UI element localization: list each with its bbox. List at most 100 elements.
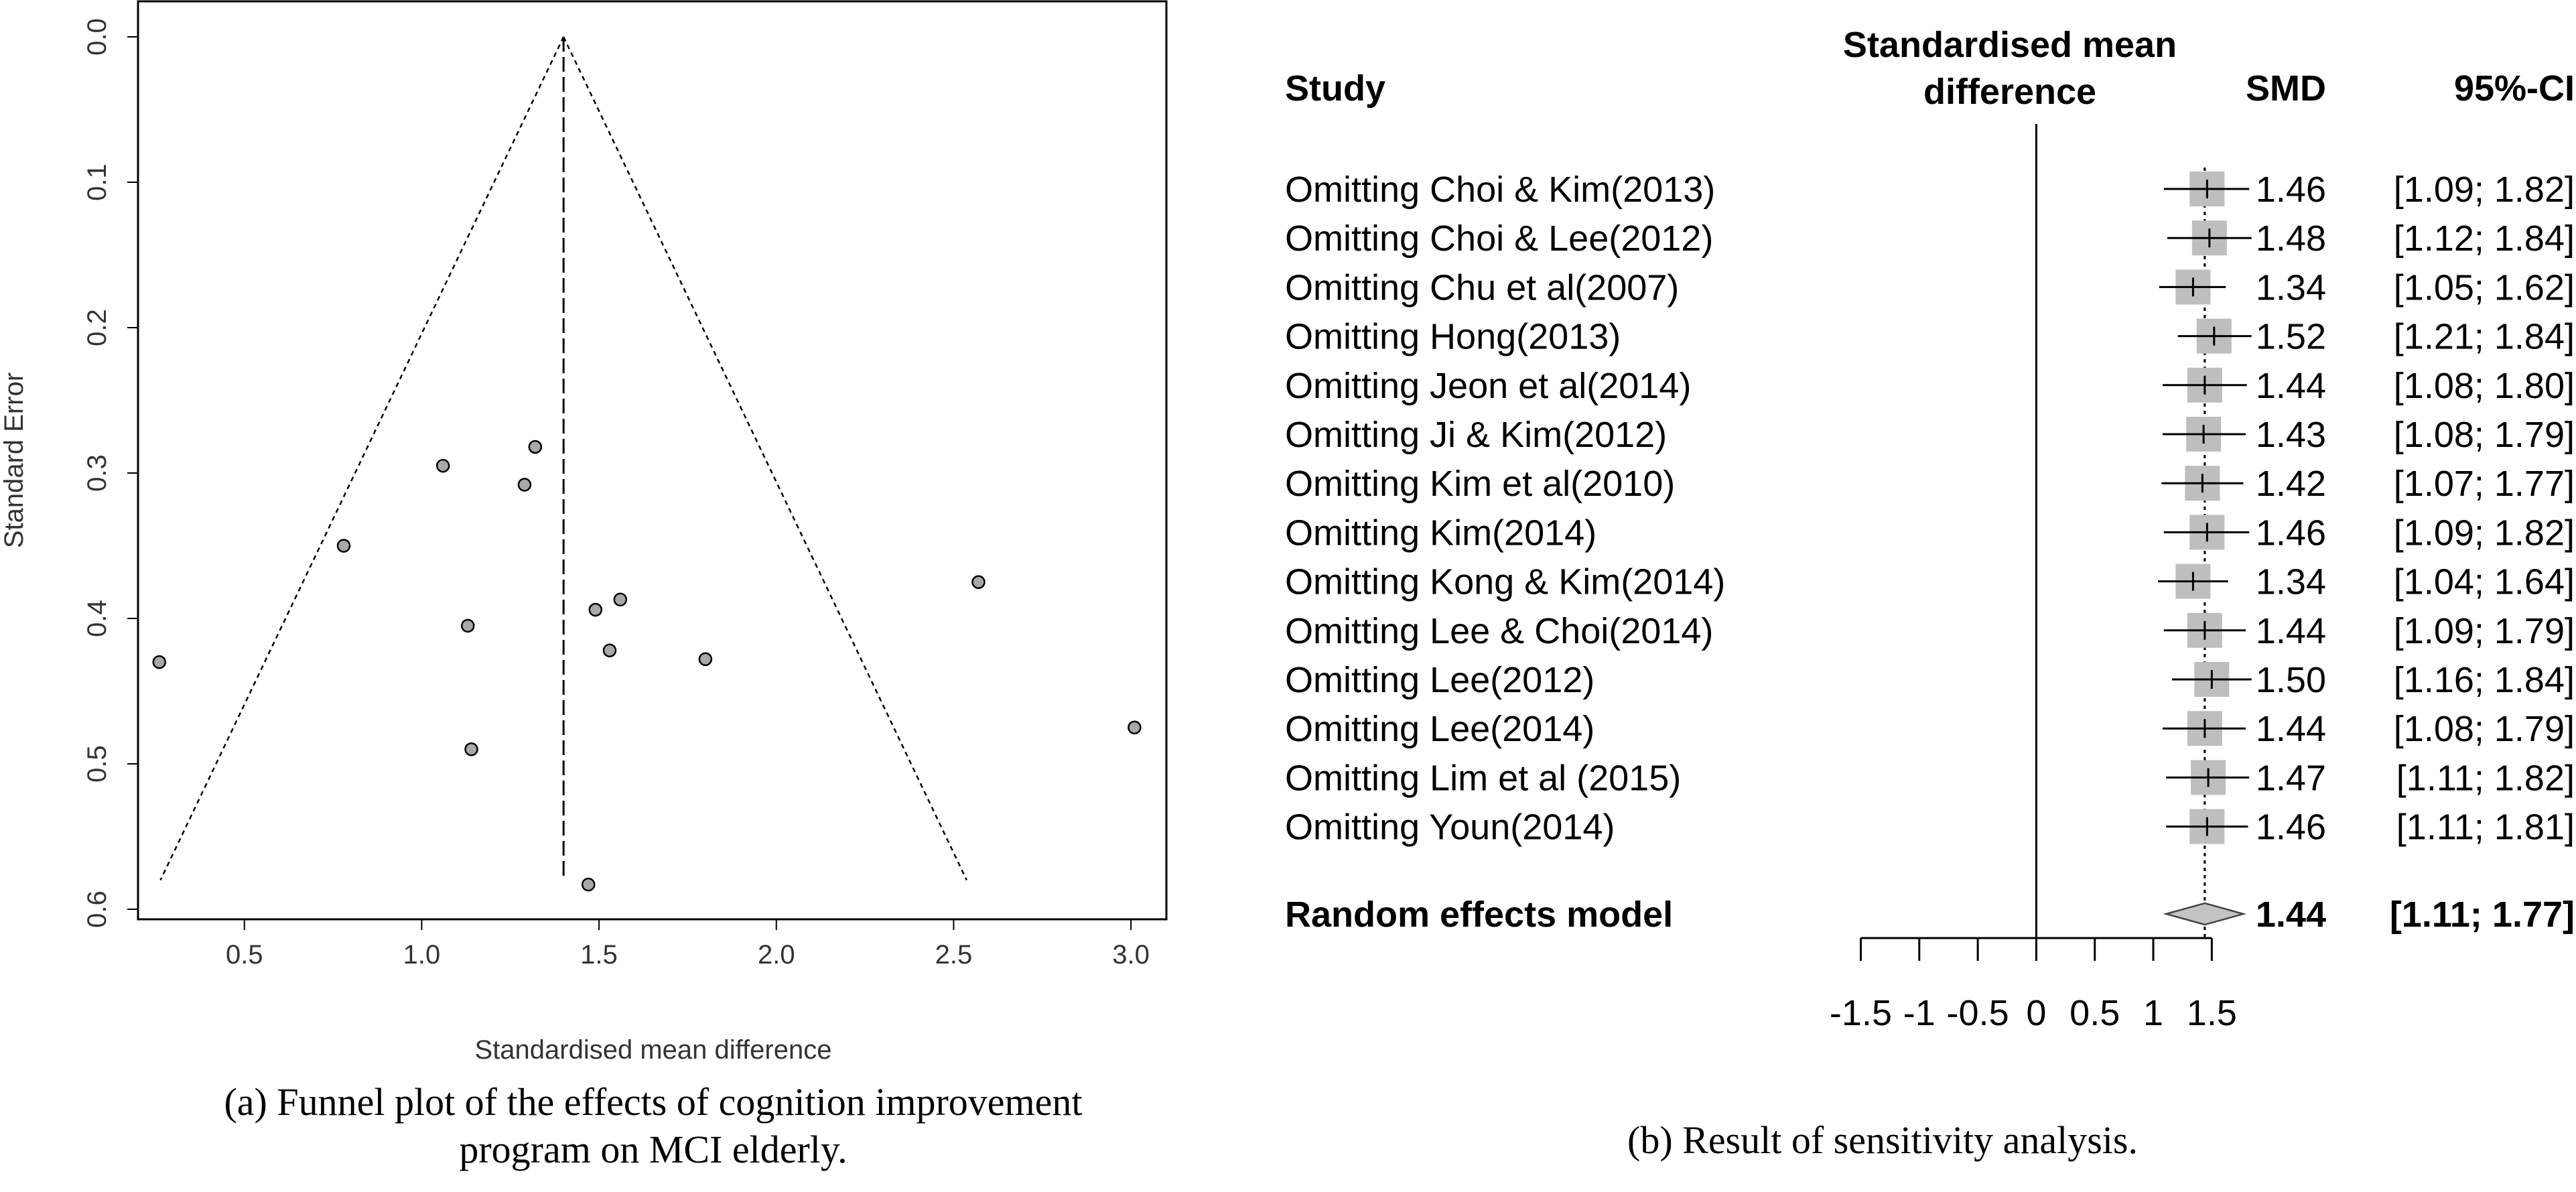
study-ci: [1.21; 1.84] <box>2394 317 2575 357</box>
funnel-point <box>581 877 596 892</box>
funnel-y-tick-label: 0.4 <box>82 600 112 637</box>
funnel-left-boundary <box>159 36 565 881</box>
study-smd: 1.44 <box>2256 709 2326 749</box>
study-label: Omitting Youn(2014) <box>1285 807 1615 848</box>
study-ci: [1.09; 1.82] <box>2394 170 2575 210</box>
funnel-y-tick-label: 0.3 <box>82 454 112 492</box>
funnel-point <box>698 652 713 667</box>
header-smd: SMD <box>2246 68 2326 109</box>
funnel-point <box>613 592 628 607</box>
funnel-point <box>435 458 450 473</box>
forest-x-tick-label: 1.5 <box>2187 993 2237 1033</box>
funnel-point <box>464 742 478 756</box>
caption-a: (a) Funnel plot of the effects of cognit… <box>0 1079 1306 1174</box>
study-smd: 1.46 <box>2256 807 2326 848</box>
forest-rows: Omitting Choi & Kim(2013) 1.46 [1.09; 1.82… <box>1285 170 2575 848</box>
study-ci: [1.09; 1.79] <box>2394 611 2575 651</box>
study-ci: [1.07; 1.77] <box>2394 464 2575 504</box>
funnel-y-tick-label: 0.6 <box>82 890 112 928</box>
study-label: Omitting Lee & Choi(2014) <box>1285 611 1713 651</box>
study-ci: [1.04; 1.64] <box>2394 562 2575 602</box>
funnel-lines <box>159 36 968 881</box>
funnel-y-tick-label: 0.2 <box>82 309 112 346</box>
study-smd: 1.34 <box>2256 267 2326 308</box>
study-ci: [1.12; 1.84] <box>2394 218 2575 259</box>
funnel-x-tick-label: 2.5 <box>935 940 973 970</box>
forest-x-tick-label: -1 <box>1903 993 1936 1033</box>
funnel-point <box>971 575 986 589</box>
funnel-plot: 0.5 1.0 1.5 2.0 2.5 3.00.00.10.20.30.40.50.6 … <box>0 0 1168 1065</box>
study-smd: 1.46 <box>2256 513 2326 553</box>
forest-x-tick-label: -1.5 <box>1830 993 1892 1033</box>
study-smd: 1.47 <box>2256 758 2326 798</box>
funnel-point <box>152 655 167 669</box>
study-ci: [1.11; 1.82] <box>2396 758 2575 798</box>
funnel-x-tick-label: 1.5 <box>580 940 618 970</box>
study-smd: 1.44 <box>2256 366 2326 406</box>
funnel-point <box>336 539 351 553</box>
funnel-xlabel: Standardised mean difference <box>475 1035 832 1065</box>
funnel-y-tick-label: 0.0 <box>82 18 112 56</box>
study-smd: 1.52 <box>2256 317 2326 357</box>
study-smd: 1.43 <box>2256 415 2326 455</box>
study-smd: 1.42 <box>2256 464 2326 504</box>
study-label: Omitting Chu et al(2007) <box>1285 267 1679 308</box>
study-smd: 1.50 <box>2256 660 2326 700</box>
study-label: Omitting Lee(2012) <box>1285 660 1595 700</box>
funnel-point <box>588 602 603 617</box>
forest-x-tick-label: 0 <box>2026 993 2046 1033</box>
study-smd: 1.46 <box>2256 170 2326 210</box>
study-ci: [1.08; 1.80] <box>2394 366 2575 406</box>
funnel-points <box>152 440 1142 892</box>
study-label: Omitting Kim et al(2010) <box>1285 464 1675 504</box>
funnel-point <box>1128 720 1142 734</box>
forest-plot: Study Standardised mean difference SMD 9… <box>1285 25 2575 1033</box>
funnel-y-tick-label: 0.1 <box>82 163 112 201</box>
study-label: Omitting Ji & Kim(2012) <box>1285 415 1667 455</box>
study-smd: 1.44 <box>2256 611 2326 651</box>
funnel-y-tick-label: 0.5 <box>82 745 112 783</box>
study-ci: [1.16; 1.84] <box>2394 660 2575 700</box>
study-smd: 1.48 <box>2256 218 2326 259</box>
funnel-ylabel: Standard Error <box>0 373 29 548</box>
funnel-x-tick-label: 2.0 <box>758 940 795 970</box>
header-study: Study <box>1285 68 1385 109</box>
study-label: Omitting Hong(2013) <box>1285 317 1621 357</box>
forest-summary: Random effects model 1.44 [1.11; 1.77] <box>1285 895 2575 935</box>
study-label: Omitting Kong & Kim(2014) <box>1285 562 1725 602</box>
study-ci: [1.08; 1.79] <box>2394 415 2575 455</box>
funnel-x-tick-label: 1.0 <box>403 940 441 970</box>
forest-axes: -1.5 -1 -0.5 0 0.5 1 1.5 <box>1830 124 2237 1033</box>
header-title-line1: Standardised mean <box>1843 25 2177 65</box>
funnel-plot-frame <box>137 0 1168 921</box>
study-label: Omitting Lim et al (2015) <box>1285 758 1681 798</box>
header-ci: 95%-CI <box>2454 68 2575 109</box>
study-ci: [1.08; 1.79] <box>2394 709 2575 749</box>
summary-smd: 1.44 <box>2256 895 2326 935</box>
funnel-point <box>461 618 475 633</box>
study-ci: [1.09; 1.82] <box>2394 513 2575 553</box>
forest-x-tick-label: 0.5 <box>2070 993 2120 1033</box>
funnel-axes: 0.5 1.0 1.5 2.0 2.5 3.0 0.0 0.1 0.2 0.3 0.4 0.5 0.6 <box>82 18 1150 970</box>
study-ci: [1.11; 1.81] <box>2396 807 2575 848</box>
study-label: Omitting Jeon et al(2014) <box>1285 366 1691 406</box>
summary-diamond <box>2163 902 2247 926</box>
study-label: Omitting Lee(2014) <box>1285 709 1595 749</box>
study-label: Omitting Choi & Kim(2013) <box>1285 170 1715 210</box>
funnel-right-boundary <box>563 36 968 881</box>
funnel-point <box>517 478 532 492</box>
forest-x-tick-label: -0.5 <box>1947 993 2009 1033</box>
forest-x-tick-label: 1 <box>2143 993 2163 1033</box>
summary-label: Random effects model <box>1285 895 1673 935</box>
summary-ci: [1.11; 1.77] <box>2390 895 2575 935</box>
caption-a-line2: program on MCI elderly. <box>459 1127 848 1171</box>
funnel-point <box>528 440 543 454</box>
funnel-point <box>602 643 617 657</box>
funnel-x-tick-label: 3.0 <box>1112 940 1150 970</box>
study-smd: 1.34 <box>2256 562 2326 602</box>
header-title-line2: difference <box>1923 72 2096 112</box>
study-label: Omitting Choi & Lee(2012) <box>1285 218 1713 259</box>
study-label: Omitting Kim(2014) <box>1285 513 1597 553</box>
caption-a-line1: (a) Funnel plot of the effects of cognit… <box>224 1080 1083 1124</box>
